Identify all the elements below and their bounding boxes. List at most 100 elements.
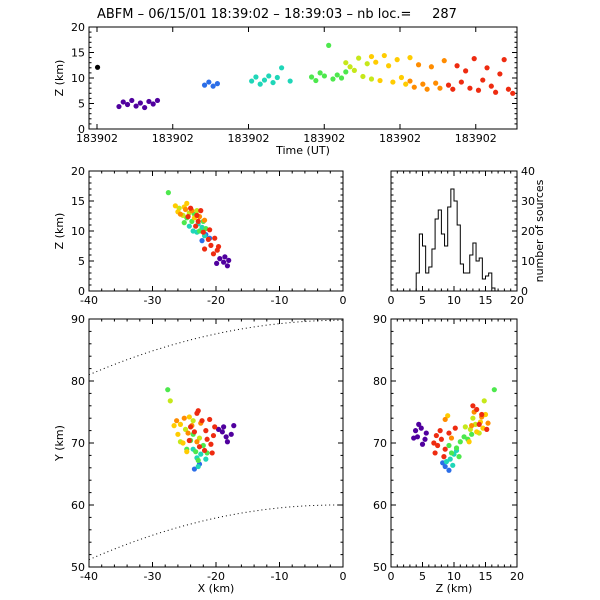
source-point bbox=[474, 406, 480, 413]
source-point bbox=[200, 229, 206, 235]
source-point bbox=[456, 454, 462, 460]
y-tick-label: 5 bbox=[78, 98, 85, 111]
source-point bbox=[196, 444, 203, 450]
source-point bbox=[142, 104, 148, 111]
source-point bbox=[453, 445, 460, 451]
x-tick-label: -10 bbox=[271, 294, 289, 307]
source-point bbox=[228, 431, 234, 437]
source-point bbox=[454, 63, 460, 69]
time-height-panel: 0 5 10 15 20 183902 183902 183902 183902 183902 18… bbox=[53, 21, 518, 157]
y-tick-label: 30 bbox=[521, 195, 535, 208]
source-point bbox=[189, 218, 195, 224]
y-tick-label: 90 bbox=[71, 313, 85, 326]
source-point bbox=[308, 74, 315, 80]
y-tick-label: 0 bbox=[78, 123, 85, 136]
source-point bbox=[326, 42, 332, 48]
source-point bbox=[484, 65, 490, 71]
source-point bbox=[188, 424, 194, 430]
panels: 0 5 10 15 20 183902 183902 183902 183902 183902 18… bbox=[53, 21, 546, 595]
source-point bbox=[411, 84, 417, 90]
source-point bbox=[415, 62, 422, 68]
source-point bbox=[190, 228, 196, 234]
source-point bbox=[188, 205, 194, 211]
source-point bbox=[214, 260, 220, 266]
source-point bbox=[419, 441, 426, 447]
time-height-y-label: Z (km) bbox=[53, 60, 66, 97]
x-tick-label: 20 bbox=[510, 570, 524, 583]
x-height-plot-area bbox=[165, 190, 232, 269]
source-point bbox=[210, 432, 217, 439]
source-point bbox=[438, 436, 444, 442]
source-point bbox=[466, 439, 472, 445]
x-tick-label: 10 bbox=[447, 294, 461, 307]
source-point bbox=[226, 257, 232, 263]
y-tick-label: 80 bbox=[373, 375, 387, 388]
source-point bbox=[471, 56, 477, 62]
source-point bbox=[469, 431, 475, 437]
source-point bbox=[313, 77, 319, 84]
source-point bbox=[321, 73, 327, 79]
x-tick-label: 183902 bbox=[76, 132, 118, 145]
source-point bbox=[442, 416, 448, 423]
source-point bbox=[463, 68, 469, 74]
source-point bbox=[257, 81, 263, 87]
source-point bbox=[481, 398, 487, 404]
source-point bbox=[191, 429, 198, 435]
source-point bbox=[171, 423, 177, 429]
source-point bbox=[199, 418, 205, 424]
source-point bbox=[198, 208, 204, 214]
x-height-panel: 0 5 10 15 20 -40 -30 -20 -10 0 Z (km) bbox=[53, 165, 347, 307]
y-tick-label: 70 bbox=[71, 437, 85, 450]
source-point bbox=[195, 218, 201, 224]
source-point bbox=[184, 200, 190, 206]
source-point bbox=[412, 428, 419, 434]
x-tick-label: 5 bbox=[419, 294, 426, 307]
source-point bbox=[209, 450, 215, 456]
source-point bbox=[343, 60, 349, 66]
source-point bbox=[452, 425, 458, 431]
source-point bbox=[411, 435, 417, 441]
source-point bbox=[165, 387, 171, 393]
source-point bbox=[207, 416, 213, 423]
y-tick-label: 50 bbox=[373, 561, 387, 574]
x-tick-label: 183902 bbox=[455, 132, 497, 145]
source-point bbox=[177, 421, 184, 427]
plan-view-frame bbox=[88, 318, 344, 568]
source-point bbox=[437, 428, 443, 434]
source-point bbox=[219, 429, 225, 435]
z-y-view-frame bbox=[390, 318, 518, 568]
source-point bbox=[484, 426, 490, 432]
x-tick-label: 0 bbox=[340, 294, 347, 307]
y-tick-label: 90 bbox=[373, 313, 387, 326]
source-point bbox=[270, 79, 276, 86]
x-tick-label: -40 bbox=[80, 294, 98, 307]
histogram-plot-area bbox=[391, 188, 517, 291]
source-point bbox=[181, 415, 187, 421]
source-point bbox=[120, 99, 126, 105]
source-point bbox=[201, 217, 208, 223]
range-ring bbox=[89, 319, 343, 376]
x-tick-label: 20 bbox=[510, 294, 524, 307]
x-tick-label: -30 bbox=[144, 570, 162, 583]
source-point bbox=[470, 415, 476, 421]
source-point bbox=[194, 212, 200, 218]
source-point bbox=[461, 434, 467, 440]
source-point bbox=[510, 90, 516, 96]
source-point bbox=[214, 81, 220, 87]
z-y-view-panel: 50 60 70 80 90 0 5 10 15 20 Z (km) bbox=[373, 313, 524, 595]
source-point bbox=[221, 259, 227, 265]
source-point bbox=[172, 203, 178, 209]
source-point bbox=[377, 77, 383, 84]
source-point bbox=[137, 100, 143, 106]
source-point bbox=[195, 408, 201, 414]
source-point bbox=[195, 457, 201, 463]
source-point bbox=[231, 423, 237, 429]
x-tick-label: 183902 bbox=[379, 132, 421, 145]
source-point bbox=[185, 430, 191, 436]
x-tick-label: 183902 bbox=[303, 132, 345, 145]
histogram-step-line bbox=[391, 188, 517, 291]
time-height-plot-area bbox=[94, 42, 516, 111]
source-point bbox=[133, 103, 139, 109]
source-point bbox=[203, 456, 209, 462]
